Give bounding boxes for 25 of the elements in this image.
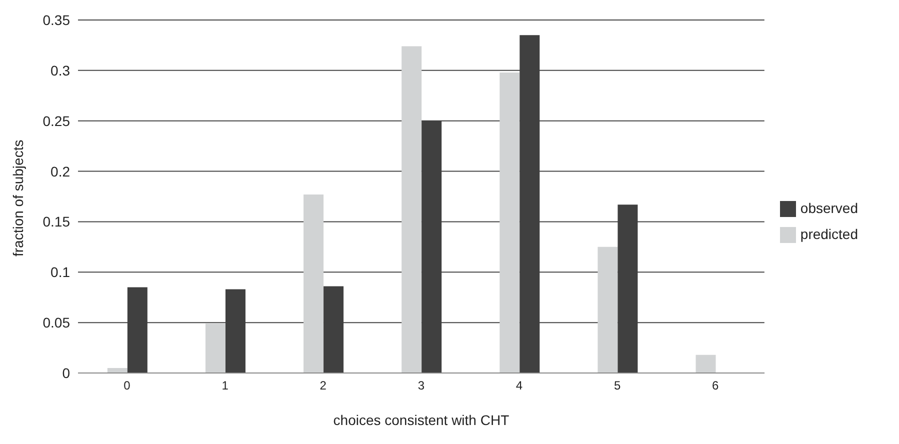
y-axis-title: fraction of subjects: [10, 140, 26, 256]
x-tick-label: 5: [614, 378, 621, 393]
x-tick-label: 1: [222, 378, 229, 393]
y-tick-label: 0.05: [42, 314, 70, 331]
bar: [500, 72, 520, 373]
y-tick-label: 0: [62, 364, 70, 381]
x-axis-title: choices consistent with CHT: [333, 412, 510, 428]
y-tick-label: 0.1: [50, 264, 70, 280]
bar: [205, 324, 226, 373]
x-tick-label: 0: [124, 378, 131, 393]
y-tick-label: 0.2: [50, 163, 70, 180]
y-tick-label: 0.15: [42, 214, 70, 230]
bar: [598, 246, 618, 373]
y-tick-label: 0.3: [50, 62, 70, 78]
bar: [696, 354, 716, 373]
y-tick-label: 0.25: [42, 112, 70, 129]
bar: [402, 46, 422, 373]
legend-label: observed: [800, 200, 858, 216]
x-tick-label: 4: [516, 378, 523, 393]
y-tick-label: 0.35: [42, 12, 70, 28]
x-tick-label: 3: [418, 378, 425, 393]
legend-label: predicted: [800, 226, 858, 242]
bar: [304, 194, 324, 373]
x-tick-label: 2: [320, 378, 327, 393]
x-tick-label: 6: [712, 378, 720, 393]
